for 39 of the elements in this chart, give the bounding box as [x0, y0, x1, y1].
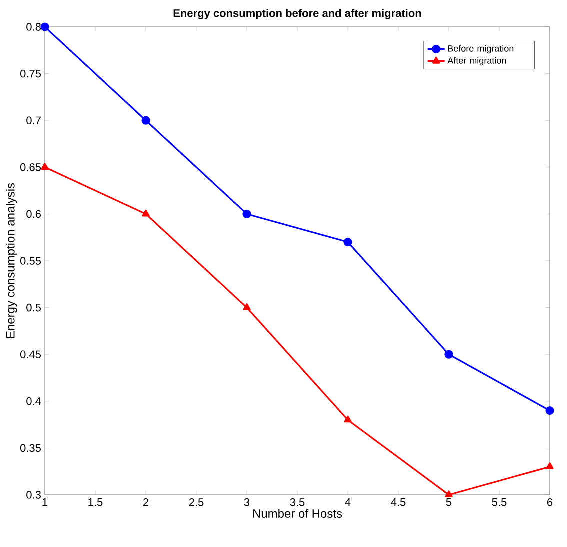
point [243, 304, 251, 310]
chart-title: Energy consumption before and after migration [174, 9, 422, 20]
x-tick-label: 4.5 [391, 498, 406, 506]
point [344, 416, 352, 423]
y-tick-label: 0.3 [26, 491, 41, 499]
y-tick-label: 0.4 [26, 398, 42, 406]
y-tick-label: 0.35 [20, 444, 41, 452]
y-tick-label: 0.45 [20, 350, 41, 358]
x-tick-label: 5 [446, 498, 452, 506]
point [546, 462, 554, 470]
x-tick-label: 3.5 [290, 498, 305, 506]
legend-label: Before migration [448, 45, 514, 54]
point [40, 22, 50, 32]
y-tick-label: 0.65 [20, 164, 41, 172]
point [41, 163, 49, 170]
x-axis-title: Number of Hosts [253, 509, 342, 518]
x-tick-label: 4 [345, 498, 351, 506]
point [444, 350, 454, 359]
x-tick-label: 1 [42, 498, 48, 506]
y-tick-label: 0.5 [26, 304, 41, 312]
point [546, 406, 554, 416]
x-tick-label: 2 [143, 498, 149, 506]
x-tick-label: 3 [244, 498, 250, 506]
x-tick-label: 5.5 [492, 498, 507, 506]
x-tick-label: 1.5 [88, 498, 103, 506]
point [344, 238, 352, 247]
y-tick-label: 0.75 [20, 70, 41, 78]
y-tick-label: 0.8 [26, 23, 41, 31]
point [142, 210, 150, 217]
y-tick-label: 0.6 [26, 210, 41, 218]
y-axis-title: Energy consumption analysis [6, 183, 18, 338]
x-tick-label: 2.5 [189, 498, 204, 506]
point [142, 116, 150, 125]
point [445, 490, 453, 498]
point [242, 210, 252, 219]
x-tick-label: 6 [548, 498, 553, 506]
legend-label: After migration [448, 57, 506, 66]
y-tick-label: 0.7 [26, 116, 41, 124]
y-tick-label: 0.55 [20, 257, 41, 265]
